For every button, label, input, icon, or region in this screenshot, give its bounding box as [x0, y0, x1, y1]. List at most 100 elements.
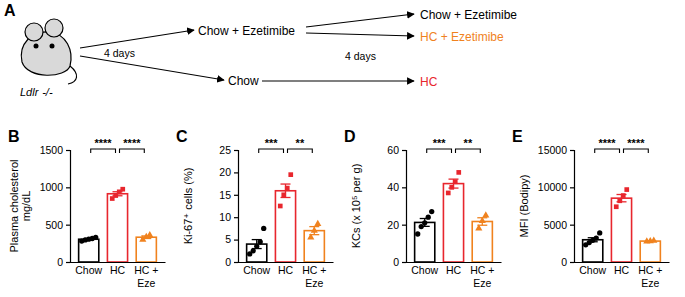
- panel-chart: EMFI (Bodipy)050001000015000ChowHCHC +Ez…: [512, 128, 670, 289]
- significance-label: **: [296, 137, 305, 149]
- y-tick: 10: [219, 211, 238, 223]
- y-tick-label: 20: [387, 219, 399, 231]
- diagram-text: Chow + Ezetimibe: [198, 24, 295, 38]
- data-point: [479, 217, 486, 223]
- x-tick: Chow: [75, 264, 102, 276]
- y-tick: 40: [387, 181, 406, 193]
- x-tick-label: HC: [110, 264, 126, 276]
- y-axis: 050001000015000: [538, 144, 575, 268]
- y-tick-label: 25: [219, 144, 231, 156]
- panel-label: B: [8, 128, 20, 145]
- error-bar: [281, 184, 291, 197]
- panel-a: ALdlr-/-4 daysChow + EzetimibeChow4 days…: [4, 2, 517, 98]
- plot-area: [415, 170, 493, 262]
- y-axis-title: Ki-67⁺ cells (%): [182, 168, 194, 245]
- x-axis-line: [575, 262, 670, 263]
- x-axis-line: [407, 262, 502, 263]
- data-point: [146, 231, 153, 237]
- y-tick-label: 1500: [40, 144, 64, 156]
- genotype-label: Ldlr-/-: [20, 86, 53, 98]
- data-point: [475, 224, 482, 230]
- data-point: [314, 220, 321, 226]
- diagram-text: 4 days: [104, 47, 135, 59]
- y-tick-label: 0: [393, 256, 399, 268]
- y-tick-label: 60: [387, 144, 399, 156]
- y-tick-label: 5: [225, 233, 231, 245]
- data-point: [422, 220, 427, 225]
- x-tick: HC: [614, 264, 630, 276]
- plot-area: [79, 187, 157, 262]
- significance-bracket: [120, 149, 145, 153]
- x-tick: HC: [278, 264, 294, 276]
- x-tick-label: HC +Eze: [638, 264, 662, 288]
- significance-bracket: [288, 149, 313, 153]
- significance-label: ***: [433, 137, 447, 149]
- diagram-text: HC: [420, 75, 438, 89]
- y-tick-mark: [402, 225, 406, 226]
- x-tick: HC +Eze: [638, 264, 662, 288]
- bar: [304, 231, 324, 262]
- y-tick-mark: [570, 225, 574, 226]
- y-tick: 1000: [40, 181, 70, 193]
- plot-area: [247, 172, 325, 262]
- y-tick-label: 40: [387, 181, 399, 193]
- panel-chart: DKCs (x 10⁵ per g)0204060ChowHCHC +Eze**…: [344, 128, 502, 289]
- x-axis: ChowHCHC +Eze: [407, 263, 502, 289]
- y-tick-mark: [234, 172, 238, 173]
- panel-label: E: [512, 128, 523, 145]
- arrow: [80, 30, 194, 48]
- data-point: [482, 211, 489, 217]
- y-tick-label: 0: [225, 256, 231, 268]
- y-tick: 20: [219, 166, 238, 178]
- diagram-text: Chow + Ezetimibe: [420, 8, 517, 22]
- x-axis-line: [239, 262, 334, 263]
- y-axis: 0 5 10 15 20 25: [219, 144, 238, 268]
- bar: [275, 191, 295, 262]
- significance-bracket: [427, 149, 452, 153]
- bar: [79, 239, 99, 262]
- significance-bracket: [456, 149, 481, 153]
- x-axis: Chow HC HC +Eze: [71, 263, 166, 289]
- data-point: [415, 231, 420, 236]
- x-tick: Chow: [411, 264, 438, 276]
- data-point: [258, 239, 263, 244]
- arrow: [262, 80, 414, 81]
- significance-label: ****: [95, 137, 113, 149]
- y-tick: 25: [219, 144, 238, 156]
- x-tick-label: HC: [446, 264, 462, 276]
- y-axis: 050010001500: [40, 144, 71, 268]
- y-tick-mark: [402, 187, 406, 188]
- y-tick-label: 0: [561, 256, 567, 268]
- data-point: [449, 185, 454, 190]
- bar: [443, 184, 463, 262]
- data-point: [261, 226, 266, 231]
- data-point: [614, 204, 619, 209]
- y-tick: 0: [561, 256, 574, 268]
- y-tick: 20: [387, 219, 406, 231]
- y-tick: 15: [219, 189, 238, 201]
- y-axis-title: Plasma cholesterol: [8, 160, 20, 253]
- y-tick-mark: [66, 225, 70, 226]
- y-tick-label: 0: [57, 256, 63, 268]
- x-tick-label: Chow: [75, 264, 102, 276]
- x-tick-label: HC: [278, 264, 294, 276]
- data-point: [621, 193, 626, 198]
- significance-label: ****: [627, 137, 645, 149]
- y-tick-mark: [234, 150, 238, 151]
- significance-label: ***: [265, 137, 279, 149]
- significance-label: **: [464, 137, 473, 149]
- y-tick-mark: [570, 262, 574, 263]
- y-tick: 15000: [538, 144, 574, 156]
- diagram-text: Chow: [228, 74, 259, 88]
- x-tick: Chow: [243, 264, 270, 276]
- y-tick: 10000: [538, 181, 574, 193]
- x-tick: HC +Eze: [302, 264, 326, 288]
- x-tick: HC +Eze: [134, 264, 158, 288]
- y-tick: 60: [387, 144, 406, 156]
- arrow: [306, 33, 414, 36]
- y-tick-label: 15: [219, 189, 231, 201]
- gene: Ldlr: [20, 86, 40, 98]
- data-point: [594, 235, 599, 240]
- significance-bracket: [595, 149, 620, 153]
- significance-label: ****: [123, 137, 141, 149]
